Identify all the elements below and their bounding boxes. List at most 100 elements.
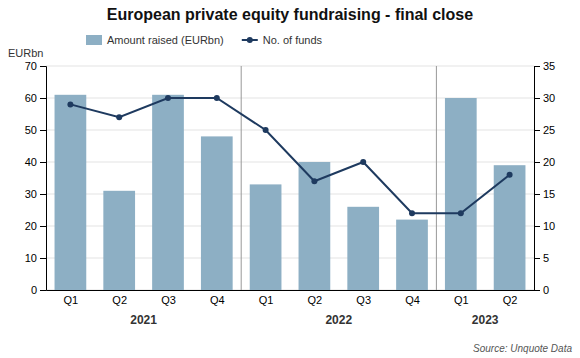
tick-mark	[534, 258, 540, 259]
tick: Q2	[503, 294, 518, 306]
tick-mark	[40, 130, 46, 131]
tick-label: 35	[543, 60, 555, 72]
tick: Q2	[112, 294, 127, 306]
tick-mark	[40, 290, 46, 291]
tick: 35	[534, 60, 555, 72]
y-axis: 0 10 20 30 40 50 60 70	[25, 60, 47, 296]
tick: Q4	[405, 294, 420, 306]
tick-mark	[40, 226, 46, 227]
bar	[347, 207, 379, 290]
line	[70, 98, 509, 213]
tick: Q1	[259, 294, 274, 306]
tick-mark	[534, 66, 540, 67]
tick: 70	[25, 60, 46, 72]
bar	[201, 136, 233, 290]
line-marker	[409, 210, 415, 216]
tick-mark	[40, 98, 46, 99]
line-marker	[214, 95, 220, 101]
y2-axis: 0 5 10 15 20 25 30 35	[534, 60, 555, 296]
tick-label: 30	[25, 188, 37, 200]
tick: 15	[534, 188, 555, 200]
legend-swatch	[86, 35, 102, 45]
tick-mark	[40, 194, 46, 195]
tick-label: 0	[31, 284, 37, 296]
bar	[445, 98, 477, 290]
tick: 0	[31, 284, 46, 296]
tick-mark	[40, 258, 46, 259]
annotation: 2023	[472, 313, 499, 327]
tick: Q3	[161, 294, 176, 306]
tick-label: Q2	[503, 294, 518, 306]
year-divider	[241, 66, 242, 290]
bar	[103, 191, 135, 290]
tick-label: Q3	[161, 294, 176, 306]
title: European private equity fundraising - fi…	[107, 6, 473, 23]
tick-mark	[40, 162, 46, 163]
tick-label: Q2	[112, 294, 127, 306]
tick-label: 15	[543, 188, 555, 200]
annotation: 2021	[130, 313, 157, 327]
axis-domain	[40, 67, 47, 291]
tick: Q2	[308, 294, 323, 306]
tick-label: 0	[543, 284, 549, 296]
tick-mark	[534, 194, 540, 195]
tick-label: 70	[25, 60, 37, 72]
grid-line	[46, 66, 534, 67]
line-marker	[311, 178, 317, 184]
tick: 50	[25, 124, 46, 136]
tick-label: Q3	[356, 294, 371, 306]
tick-label: 5	[543, 252, 549, 264]
line-marker	[507, 172, 513, 178]
tick-label: 10	[25, 252, 37, 264]
tick-mark	[534, 98, 540, 99]
annotation: 2022	[325, 313, 352, 327]
tick-mark	[534, 162, 540, 163]
line-marker	[67, 101, 73, 107]
line-marker	[360, 159, 366, 165]
tick-label: Q1	[454, 294, 469, 306]
source: Source: Unquote Data	[473, 343, 572, 354]
tick-label: 25	[543, 124, 555, 136]
tick-label: Q4	[405, 294, 420, 306]
chart: European private equity fundraising - fi…	[0, 0, 580, 358]
line-marker	[116, 114, 122, 120]
tick: 25	[534, 124, 555, 136]
tick-mark	[534, 290, 540, 291]
tick-mark	[534, 226, 540, 227]
tick: 40	[25, 156, 46, 168]
tick-label: 20	[25, 220, 37, 232]
legend-label: No. of funds	[263, 34, 323, 46]
bar	[299, 162, 331, 290]
tick-label: Q2	[308, 294, 323, 306]
tick: 10	[25, 252, 46, 264]
bar	[250, 184, 282, 290]
tick: Q1	[454, 294, 469, 306]
tick: 30	[534, 92, 555, 104]
grid	[46, 66, 534, 290]
tick: Q3	[356, 294, 371, 306]
legend-item: No. of funds	[242, 34, 323, 46]
legend-item: Amount raised (EURbn)	[86, 34, 224, 46]
bar	[55, 95, 87, 290]
legend-label: Amount raised (EURbn)	[107, 34, 224, 46]
legend: Amount raised (EURbn) No. of funds	[86, 34, 323, 46]
tick-mark	[534, 130, 540, 131]
tick: 10	[534, 220, 555, 232]
y-axis-label: EURbn	[8, 47, 43, 59]
plot: 0 10 20 30 40 50 60 70 0 5 10 15 20 25 30 35 Q1 Q2 Q3 Q4 Q1 Q…	[25, 60, 556, 327]
tick-label: 40	[25, 156, 37, 168]
line-marker	[458, 210, 464, 216]
bar	[396, 220, 428, 290]
legend-marker	[247, 37, 253, 43]
axis-domain	[47, 290, 535, 291]
line-marker	[263, 127, 269, 133]
tick-label: Q4	[210, 294, 225, 306]
tick: 20	[534, 156, 555, 168]
axis-domain	[535, 67, 541, 291]
tick: 20	[25, 220, 46, 232]
tick-label: 10	[543, 220, 555, 232]
tick: Q4	[210, 294, 225, 306]
marks	[55, 66, 526, 290]
tick-label: 50	[25, 124, 37, 136]
tick-label: 60	[25, 92, 37, 104]
